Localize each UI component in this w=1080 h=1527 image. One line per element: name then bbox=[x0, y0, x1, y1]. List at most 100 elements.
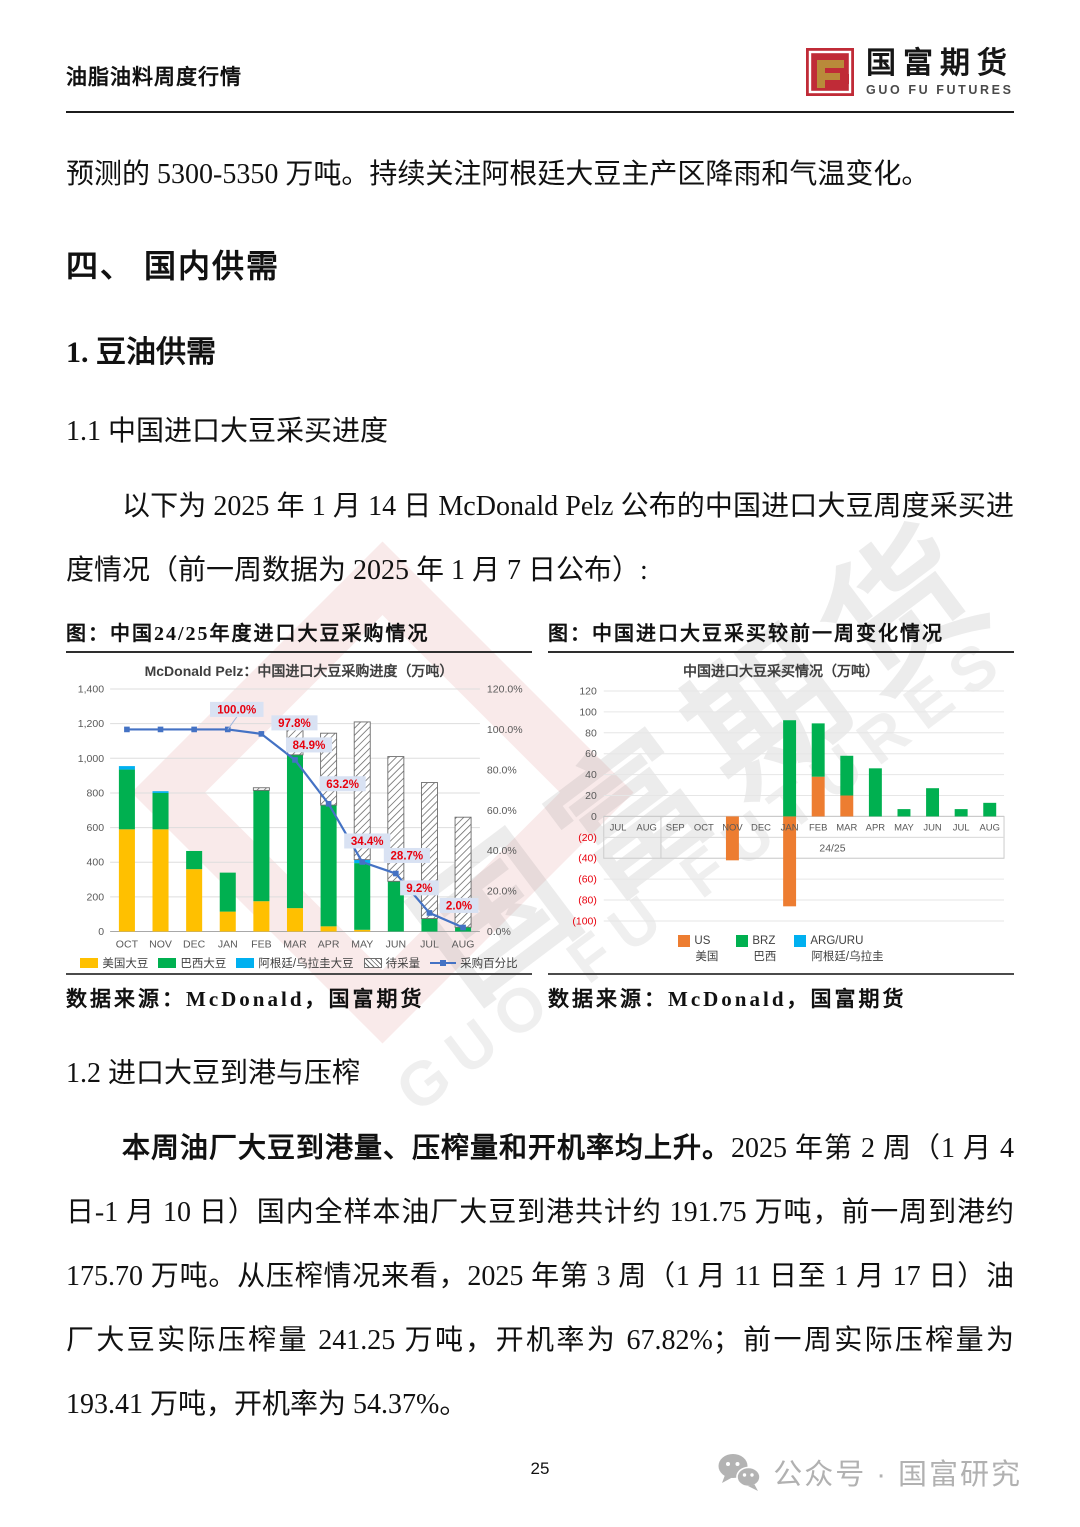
svg-text:0: 0 bbox=[591, 811, 597, 822]
svg-text:APR: APR bbox=[866, 822, 886, 833]
svg-text:1,000: 1,000 bbox=[78, 752, 104, 764]
legend-swatch bbox=[363, 958, 382, 969]
bars-layer bbox=[118, 720, 472, 932]
svg-text:AUG: AUG bbox=[980, 822, 1000, 833]
line-marker bbox=[426, 909, 433, 916]
line-marker bbox=[325, 800, 332, 807]
legend-item: 美国大豆 bbox=[80, 955, 148, 971]
svg-text:OCT: OCT bbox=[694, 822, 714, 833]
svg-text:JUL: JUL bbox=[610, 822, 627, 833]
svg-text:(60): (60) bbox=[578, 874, 597, 885]
brand-logo: 国富期货 GUO FU FUTURES bbox=[806, 48, 1014, 97]
svg-text:97.8%: 97.8% bbox=[278, 717, 311, 729]
svg-text:100.0%: 100.0% bbox=[217, 704, 256, 716]
legend-swatch bbox=[678, 935, 691, 948]
bar-segment bbox=[354, 862, 371, 930]
heading-1-2: 1.2 进口大豆到港与压榨 bbox=[66, 1057, 361, 1089]
svg-text:JUN: JUN bbox=[386, 938, 406, 950]
bar-segment bbox=[725, 815, 739, 860]
bar-segment bbox=[811, 722, 825, 777]
bar-segment bbox=[186, 850, 203, 869]
svg-text:(100): (100) bbox=[572, 916, 596, 927]
bar-segment bbox=[286, 907, 304, 932]
subsection-heading: 1. 豆油供需 bbox=[66, 335, 216, 369]
data-labels-layer: 100.0% 97.8% 84.9% 63.2% 34.4% 28.7% 9.2% 2.0% bbox=[210, 701, 479, 913]
bar-segment bbox=[118, 769, 135, 829]
intro-paragraph: 预测的 5300-5350 万吨。持续关注阿根廷大豆主产区降雨和气温变化。 bbox=[66, 158, 930, 190]
legend-item: US 美国 bbox=[678, 935, 718, 964]
svg-text:JAN: JAN bbox=[218, 938, 238, 950]
svg-text:(40): (40) bbox=[578, 853, 597, 864]
svg-text:MAY: MAY bbox=[894, 822, 914, 833]
legend-swatch bbox=[794, 935, 807, 948]
svg-text:2.0%: 2.0% bbox=[446, 900, 472, 912]
svg-text:AUG: AUG bbox=[636, 822, 656, 833]
line-marker bbox=[292, 756, 298, 763]
bar-segment bbox=[152, 792, 169, 829]
svg-text:80.0%: 80.0% bbox=[487, 764, 517, 776]
legend-item: 阿根廷/乌拉圭大豆 bbox=[236, 955, 354, 971]
wechat-footer: 公众号 · 国富研究 bbox=[717, 1451, 1022, 1493]
svg-text:800: 800 bbox=[87, 787, 105, 799]
svg-text:DEC: DEC bbox=[751, 822, 771, 833]
bar-segment bbox=[152, 828, 169, 932]
line-marker bbox=[157, 726, 164, 732]
svg-text:100.0%: 100.0% bbox=[487, 723, 523, 735]
purchase-paragraph: 以下为 2025 年 1 月 14 日 McDonald Pelz 公布的中国进… bbox=[66, 490, 1014, 586]
svg-text:MAR: MAR bbox=[283, 938, 307, 950]
svg-text:MAY: MAY bbox=[351, 938, 373, 950]
wechat-label: 公众号 · 国富研究 bbox=[773, 1459, 1022, 1491]
legend-swatch bbox=[736, 935, 749, 948]
svg-text:20: 20 bbox=[585, 790, 597, 801]
svg-text:34.4%: 34.4% bbox=[351, 835, 384, 847]
bar-segment bbox=[354, 929, 371, 932]
page-header: 油脂油料周度行情 国富期货 GUO FU FUTURES bbox=[66, 48, 1014, 97]
svg-text:84.9%: 84.9% bbox=[293, 739, 326, 751]
svg-text:120.0%: 120.0% bbox=[487, 683, 523, 695]
legend-item-line: 采购百分比 bbox=[430, 955, 518, 971]
line-marker bbox=[224, 726, 231, 732]
bar-segment bbox=[926, 787, 940, 816]
legend-swatch bbox=[80, 958, 99, 969]
bar-segment bbox=[783, 815, 797, 906]
bar-segment bbox=[253, 789, 270, 901]
legend-item: 待采量 bbox=[363, 955, 420, 971]
bar-segment bbox=[320, 925, 337, 932]
svg-text:APR: APR bbox=[318, 938, 340, 950]
bar-segment bbox=[286, 754, 304, 908]
brand-text: 国富期货 GUO FU FUTURES bbox=[866, 48, 1014, 97]
figure-purchase-progress: 图：中国24/25年度进口大豆采购情况 McDonald Pelz：中国进口大豆… bbox=[66, 617, 532, 1013]
svg-text:40.0%: 40.0% bbox=[487, 845, 517, 857]
bar-segment bbox=[387, 880, 404, 932]
figures-row: 图：中国24/25年度进口大豆采购情况 McDonald Pelz：中国进口大豆… bbox=[66, 617, 1014, 1013]
svg-text:80: 80 bbox=[585, 728, 597, 739]
bar-segment bbox=[421, 918, 438, 932]
line-marker bbox=[393, 870, 399, 876]
svg-text:MAR: MAR bbox=[836, 822, 857, 833]
bar-segment bbox=[897, 808, 911, 816]
svg-text:200: 200 bbox=[87, 891, 105, 903]
svg-text:(80): (80) bbox=[578, 895, 597, 906]
svg-text:400: 400 bbox=[87, 856, 105, 868]
bar-segment bbox=[253, 900, 270, 932]
bars-layer bbox=[725, 719, 997, 906]
svg-text:SEP: SEP bbox=[666, 822, 685, 833]
section-heading: 四、 国内供需 bbox=[66, 247, 281, 284]
legend-item: ARG/URU 阿根廷/乌拉圭 bbox=[794, 935, 884, 964]
legend-swatch bbox=[158, 958, 177, 969]
bar-segment bbox=[811, 776, 825, 816]
svg-text:1,400: 1,400 bbox=[78, 683, 104, 695]
bar-segment bbox=[840, 755, 854, 796]
doc-title: 油脂油料周度行情 bbox=[66, 64, 242, 89]
data-source: 数据来源：McDonald，国富期货 bbox=[66, 972, 532, 1013]
purchase-progress-chart: 0 200 400 600 800 1,000 1,200 1,400 0.0% 20.0% 40.… bbox=[78, 683, 523, 950]
page-number: 25 bbox=[530, 1459, 550, 1478]
bar-segment bbox=[868, 767, 882, 816]
svg-text:60: 60 bbox=[585, 749, 597, 760]
chart-legend: US 美国 BRZ 巴西 ARG/URU 阿根廷/乌拉圭 bbox=[548, 935, 1014, 964]
svg-text:600: 600 bbox=[87, 822, 105, 834]
weekly-change-chart: 120 100 80 60 40 20 0 (20) (40) (60) (80) (100) JUL A… bbox=[572, 686, 1005, 927]
legend-swatch bbox=[236, 958, 255, 969]
brand-name-en: GUO FU FUTURES bbox=[866, 82, 1014, 97]
bar-segment bbox=[840, 795, 854, 816]
